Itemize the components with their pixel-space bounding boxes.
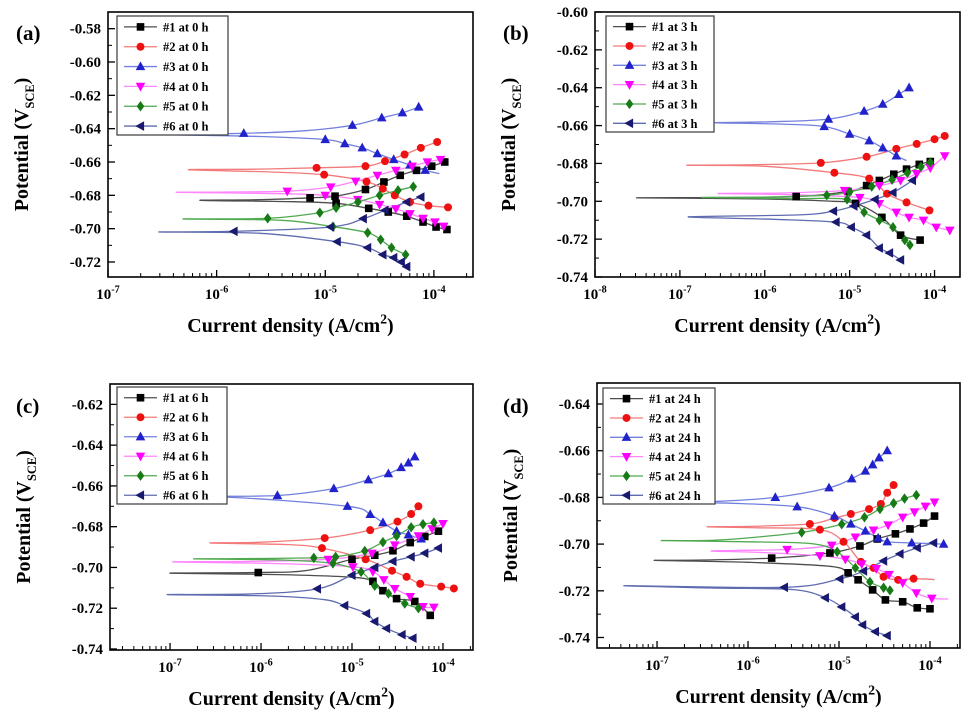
svg-text:(b): (b) — [503, 21, 529, 45]
svg-text:-0.68: -0.68 — [557, 156, 588, 172]
svg-text:10-7: 10-7 — [96, 285, 120, 303]
svg-text:#6 at 0 h: #6 at 0 h — [163, 120, 209, 134]
panel-b: 10-8 10-7 10-6 10-5 10-4 -0.60 -0.62 -0.64 -0.66… — [487, 0, 974, 361]
svg-text:#3 at 6 h: #3 at 6 h — [163, 430, 209, 444]
svg-text:10-6: 10-6 — [736, 656, 760, 674]
svg-text:#5 at 24 h: #5 at 24 h — [649, 469, 701, 483]
svg-text:10-7: 10-7 — [645, 656, 669, 674]
svg-text:#2 at 0 h: #2 at 0 h — [163, 40, 209, 54]
svg-text:10-5: 10-5 — [314, 285, 338, 303]
panel-a: 10-7 10-6 10-5 10-4 -0.58 -0.60 -0.62 -0.64 -0.6… — [0, 0, 487, 361]
svg-text:#4 at 3 h: #4 at 3 h — [652, 78, 698, 92]
svg-text:#2 at 6 h: #2 at 6 h — [163, 411, 209, 425]
svg-text:10-7: 10-7 — [158, 658, 182, 676]
svg-text:Potential (VSCE): Potential (VSCE) — [498, 78, 524, 212]
svg-text:-0.60: -0.60 — [557, 5, 588, 21]
svg-text:Potential (VSCE): Potential (VSCE) — [13, 450, 39, 584]
svg-text:-0.66: -0.66 — [72, 479, 104, 495]
svg-text:#1 at 6 h: #1 at 6 h — [163, 391, 209, 405]
svg-text:10-4: 10-4 — [918, 656, 942, 674]
svg-text:-0.68: -0.68 — [70, 188, 101, 204]
svg-text:-0.66: -0.66 — [70, 155, 102, 171]
svg-text:-0.62: -0.62 — [70, 88, 101, 104]
svg-text:#3 at 24 h: #3 at 24 h — [649, 431, 701, 445]
svg-text:10-5: 10-5 — [827, 656, 851, 674]
svg-text:-0.72: -0.72 — [72, 601, 103, 617]
svg-text:10-5: 10-5 — [340, 658, 364, 676]
svg-text:Current density (A/cm2): Current density (A/cm2) — [187, 312, 393, 337]
svg-text:-0.68: -0.68 — [559, 490, 590, 506]
svg-text:#6 at 6 h: #6 at 6 h — [163, 489, 209, 503]
svg-text:#5 at 0 h: #5 at 0 h — [163, 100, 209, 114]
svg-text:10-6: 10-6 — [205, 285, 229, 303]
svg-text:-0.74: -0.74 — [557, 270, 589, 286]
svg-text:#1 at 24 h: #1 at 24 h — [649, 392, 701, 406]
svg-text:#4 at 24 h: #4 at 24 h — [649, 450, 701, 464]
svg-text:#4 at 6 h: #4 at 6 h — [163, 450, 209, 464]
svg-text:-0.64: -0.64 — [559, 397, 591, 413]
svg-text:-0.72: -0.72 — [559, 584, 590, 600]
svg-text:#5 at 6 h: #5 at 6 h — [163, 469, 209, 483]
svg-text:-0.72: -0.72 — [557, 232, 588, 248]
svg-text:#2 at 3 h: #2 at 3 h — [652, 39, 698, 53]
svg-text:#3 at 0 h: #3 at 0 h — [163, 60, 209, 74]
svg-text:-0.74: -0.74 — [559, 630, 591, 646]
svg-text:Current density (A/cm2): Current density (A/cm2) — [188, 685, 394, 710]
svg-text:#6 at 24 h: #6 at 24 h — [649, 489, 701, 503]
svg-text:10-4: 10-4 — [422, 285, 446, 303]
svg-text:10-6: 10-6 — [249, 658, 273, 676]
svg-text:10-4: 10-4 — [923, 285, 947, 303]
chart-panel-d: 10-7 10-6 10-5 10-4 -0.64 -0.66 -0.68 -0.70 -0.7… — [500, 382, 961, 708]
svg-text:-0.74: -0.74 — [72, 642, 104, 658]
svg-text:-0.70: -0.70 — [557, 194, 588, 210]
svg-text:10-4: 10-4 — [431, 658, 455, 676]
svg-text:-0.64: -0.64 — [70, 122, 102, 138]
svg-text:-0.62: -0.62 — [557, 43, 588, 59]
svg-text:#6 at 3 h: #6 at 3 h — [652, 117, 698, 131]
chart-panel-a: 10-7 10-6 10-5 10-4 -0.58 -0.60 -0.62 -0.64 -0.6… — [11, 11, 474, 337]
svg-text:-0.68: -0.68 — [72, 520, 103, 536]
svg-text:-0.58: -0.58 — [70, 22, 101, 38]
svg-text:#4 at 0 h: #4 at 0 h — [163, 80, 209, 94]
svg-text:#3 at 3 h: #3 at 3 h — [652, 59, 698, 73]
svg-text:-0.64: -0.64 — [72, 438, 104, 454]
svg-text:#2 at 24 h: #2 at 24 h — [649, 411, 701, 425]
svg-text:-0.70: -0.70 — [70, 222, 101, 238]
svg-text:Current density (A/cm2): Current density (A/cm2) — [675, 683, 881, 708]
svg-text:(c): (c) — [16, 394, 39, 418]
svg-text:-0.62: -0.62 — [72, 397, 103, 413]
svg-text:-0.66: -0.66 — [557, 119, 589, 135]
svg-text:10-6: 10-6 — [753, 285, 777, 303]
svg-text:Current density (A/cm2): Current density (A/cm2) — [674, 312, 880, 337]
svg-text:Potential (VSCE): Potential (VSCE) — [11, 78, 37, 212]
svg-text:-0.70: -0.70 — [72, 560, 103, 576]
svg-text:#1 at 3 h: #1 at 3 h — [652, 20, 698, 34]
chart-panel-b: 10-8 10-7 10-6 10-5 10-4 -0.60 -0.62 -0.64 -0.66… — [498, 5, 961, 337]
svg-text:Potential (VSCE): Potential (VSCE) — [500, 449, 526, 583]
svg-text:#1 at 0 h: #1 at 0 h — [163, 20, 209, 34]
svg-text:10-8: 10-8 — [583, 285, 607, 303]
svg-text:-0.64: -0.64 — [557, 81, 589, 97]
chart-panel-c: 10-7 10-6 10-5 10-4 -0.62 -0.64 -0.66 -0.68 -0.7… — [13, 383, 474, 710]
svg-text:(d): (d) — [503, 394, 529, 418]
svg-text:-0.60: -0.60 — [70, 55, 101, 71]
svg-text:-0.70: -0.70 — [559, 537, 590, 553]
panel-d: 10-7 10-6 10-5 10-4 -0.64 -0.66 -0.68 -0.70 -0.7… — [487, 361, 974, 722]
svg-text:-0.72: -0.72 — [70, 255, 101, 271]
svg-text:10-7: 10-7 — [668, 285, 692, 303]
svg-text:-0.66: -0.66 — [559, 444, 591, 460]
svg-text:(a): (a) — [16, 21, 41, 45]
svg-text:#5 at 3 h: #5 at 3 h — [652, 97, 698, 111]
svg-text:10-5: 10-5 — [838, 285, 862, 303]
panel-c: 10-7 10-6 10-5 10-4 -0.62 -0.64 -0.66 -0.68 -0.7… — [0, 361, 487, 722]
